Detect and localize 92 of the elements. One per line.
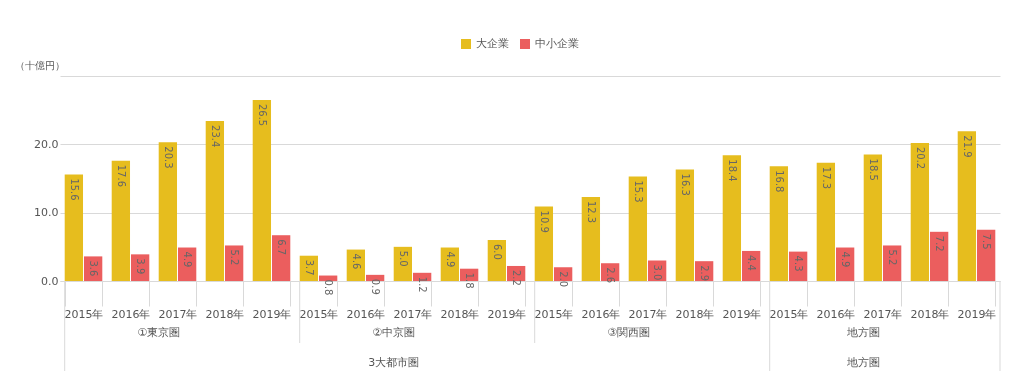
text: 地方圏 (846, 326, 881, 339)
text: 地方圏 (846, 356, 881, 369)
text: ③関西圏 (607, 326, 651, 339)
bar (628, 176, 648, 281)
x-tick-label: 2016年 (816, 307, 856, 321)
data-label: 16.3 (679, 173, 691, 196)
x-tick-label: 2018年 (205, 307, 245, 321)
data-label: 12.3 (585, 200, 597, 224)
y-tick-label: 20.0 (34, 137, 59, 151)
data-label: 3.6 (88, 260, 100, 277)
data-label: 15.3 (632, 180, 644, 203)
data-label: 5.2 (229, 249, 241, 266)
bar (581, 196, 601, 281)
x-tick-label: 2016年 (346, 307, 386, 321)
legend-label: 大企業 (476, 37, 509, 50)
x-tick-label: 2015年 (299, 307, 339, 321)
x-tick-label: 2019年 (487, 307, 527, 321)
data-label: 16.8 (773, 170, 785, 193)
x-tick-label: 2017年 (393, 307, 433, 321)
data-label: 1.2 (417, 276, 429, 293)
data-label: 20.3 (162, 146, 174, 169)
data-label: 26.5 (256, 103, 268, 127)
data-label: 18.5 (867, 158, 879, 181)
data-label: 17.6 (115, 164, 127, 187)
data-label: 4.9 (444, 251, 456, 268)
data-label: 2.2 (511, 269, 523, 286)
x-tick-label: 2017年 (863, 307, 903, 321)
bar (271, 235, 291, 281)
data-label: 18.4 (726, 159, 738, 182)
data-label: 4.4 (746, 254, 758, 271)
y-tick-label: 10.0 (34, 206, 59, 220)
x-tick-label: 2016年 (581, 307, 621, 321)
bar (957, 131, 977, 281)
data-label: 10.9 (538, 210, 550, 233)
bar (224, 245, 244, 281)
bar (769, 166, 789, 281)
data-label: 15.6 (68, 178, 80, 201)
x-tick-label: 2019年 (957, 307, 997, 321)
x-tick-label: 2017年 (628, 307, 668, 321)
bar (910, 142, 930, 281)
data-label: 6.0 (491, 244, 503, 260)
bar (976, 229, 996, 281)
bar (863, 154, 883, 281)
bar (252, 99, 272, 281)
bar (205, 121, 225, 281)
bar (816, 162, 836, 281)
data-label: 5.0 (397, 250, 409, 267)
legend-label: 中小企業 (535, 37, 579, 50)
x-tick-label: 2015年 (769, 307, 809, 321)
x-tick-label: 2015年 (64, 307, 104, 321)
data-label: 2.0 (558, 271, 570, 288)
bar (534, 206, 554, 281)
data-label: 3.7 (303, 259, 315, 276)
bar (675, 169, 695, 281)
bar (111, 160, 131, 281)
bar (158, 142, 178, 281)
text: ②中京圏 (372, 326, 416, 339)
x-tick-label: 2016年 (111, 307, 151, 321)
x-tick-label: 2018年 (910, 307, 950, 321)
data-label: 2.6 (605, 267, 617, 284)
bar (722, 155, 742, 281)
data-label: 0.8 (323, 279, 335, 296)
x-tick-label: 2019年 (252, 307, 292, 321)
data-label: 0.9 (370, 278, 382, 295)
data-label: 6.7 (276, 239, 288, 256)
y-axis-title: （十億円） (15, 60, 65, 71)
x-tick-label: 2017年 (158, 307, 198, 321)
data-label: 23.4 (209, 125, 221, 148)
data-label: 5.2 (887, 249, 899, 266)
text: ①東京圏 (137, 326, 181, 339)
data-label: 17.3 (820, 166, 832, 190)
data-label: 4.9 (182, 251, 194, 268)
x-tick-label: 2019年 (722, 307, 762, 321)
data-label: 1.8 (464, 272, 476, 289)
data-label: 2.9 (699, 265, 711, 282)
data-label: 4.9 (840, 251, 852, 268)
data-label: 3.9 (135, 258, 147, 275)
y-tick-label: 0.0 (41, 274, 59, 288)
data-label: 20.2 (914, 146, 926, 170)
data-label: 7.2 (934, 235, 946, 252)
data-label: 4.6 (350, 253, 362, 270)
data-label: 4.3 (793, 255, 805, 272)
data-label: 3.0 (652, 264, 664, 281)
text: 3大都市圏 (368, 356, 420, 369)
data-label: 21.9 (961, 135, 973, 158)
bar (929, 231, 949, 281)
x-tick-label: 2018年 (440, 307, 480, 321)
bar (64, 174, 84, 281)
x-tick-label: 2015年 (534, 307, 574, 321)
data-label: 7.5 (981, 233, 993, 250)
bar (882, 245, 902, 281)
x-tick-label: 2018年 (675, 307, 715, 321)
